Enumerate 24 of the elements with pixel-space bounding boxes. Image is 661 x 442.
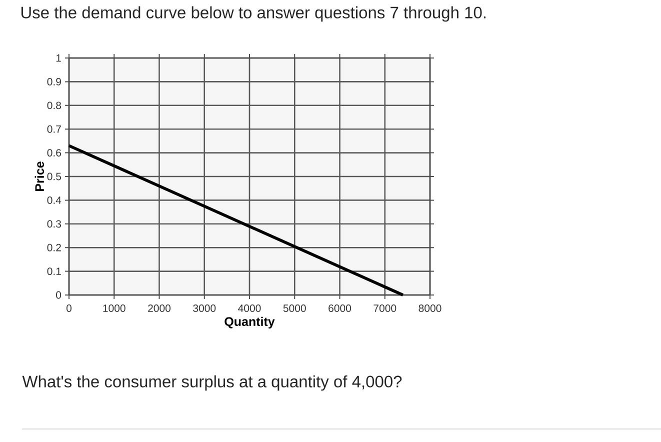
y-tick-label: 0.3 xyxy=(47,220,62,228)
y-tick-label: 0.5 xyxy=(47,172,62,180)
y-tick-label: 0.4 xyxy=(47,196,62,204)
y-tick-label: 0 xyxy=(56,291,62,299)
y-axis-title: Price xyxy=(34,162,44,191)
y-tick-label: 0.1 xyxy=(47,268,61,276)
y-tick-label: 0.9 xyxy=(47,78,61,86)
x-tick-label: 8000 xyxy=(418,304,442,312)
x-axis-title: Quantity xyxy=(224,316,275,328)
x-tick-label: 6000 xyxy=(328,304,352,312)
chart-title: Use the demand curve below to answer questions 7 through 10. xyxy=(21,6,486,22)
text: What's the consumer surplus at a quantity of 4,000? xyxy=(22,375,402,391)
x-tick-label: 4000 xyxy=(238,304,261,312)
y-tick-label: 0.7 xyxy=(47,125,61,133)
x-tick-label: 7000 xyxy=(374,304,396,312)
y-tick-label: 1 xyxy=(56,54,61,62)
x-tick-label: 2000 xyxy=(148,304,171,312)
y-tick-label: 0.6 xyxy=(47,149,62,157)
x-tick-label: 0 xyxy=(66,304,72,312)
x-tick-label: 1000 xyxy=(103,304,126,312)
x-tick-label: 5000 xyxy=(283,304,306,312)
x-tick-label: 3000 xyxy=(193,304,216,312)
y-tick-label: 0.8 xyxy=(47,102,62,110)
y-tick-label: 0.2 xyxy=(47,244,61,252)
